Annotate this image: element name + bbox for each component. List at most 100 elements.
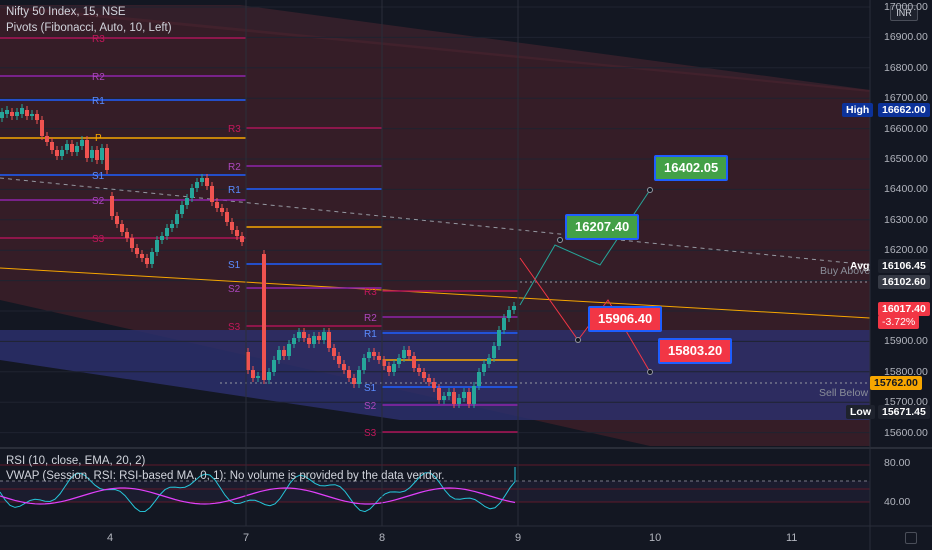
low-label: Low xyxy=(846,405,875,419)
candle-body xyxy=(215,202,219,208)
candle-body xyxy=(125,232,129,238)
svg-text:S1: S1 xyxy=(228,260,241,271)
target-callout-up-1[interactable]: 16207.40 xyxy=(565,214,640,240)
high-label: High xyxy=(842,103,874,117)
candle-body xyxy=(30,114,34,116)
candle-body xyxy=(15,112,19,116)
price-axis-label: 16500.00 xyxy=(884,153,928,165)
candle-body xyxy=(492,346,496,358)
price-axis-label: 17000.00 xyxy=(884,1,928,13)
candle-body xyxy=(312,336,316,344)
projection-point[interactable] xyxy=(557,237,563,243)
change-percent-tag: -3.72% xyxy=(878,315,920,329)
candle-body xyxy=(352,378,356,384)
pivot-label-s2: S2 xyxy=(92,196,105,207)
candle-body xyxy=(457,398,461,404)
candle-body xyxy=(322,332,326,340)
candle-body xyxy=(402,350,406,358)
price-axis-label: 15600.00 xyxy=(884,426,928,439)
candle-body xyxy=(160,236,164,240)
sell-below-label: Sell Below xyxy=(819,387,869,399)
candle-body xyxy=(115,216,119,224)
target-callout-up-2[interactable]: 16402.05 xyxy=(654,155,729,181)
candle-body xyxy=(272,360,276,372)
time-axis-label: 8 xyxy=(379,532,386,544)
candle-body xyxy=(302,332,306,338)
candle-body xyxy=(392,364,396,372)
price-axis-label: 16200.00 xyxy=(884,244,928,257)
projection-point[interactable] xyxy=(575,337,581,343)
candle-body xyxy=(230,222,234,230)
rsi-line xyxy=(0,467,516,513)
rsi-axis-label: 40.00 xyxy=(884,496,911,508)
pivots-legend[interactable]: Pivots (Fibonacci, Auto, 10, Left) xyxy=(6,22,172,34)
candle-body xyxy=(20,108,24,114)
candle-body xyxy=(477,372,481,386)
time-axis-label: 10 xyxy=(649,532,662,544)
candle-body xyxy=(497,330,501,346)
pivot-label-r1: R1 xyxy=(92,96,105,107)
svg-text:R3: R3 xyxy=(364,287,377,298)
candle-body xyxy=(267,372,271,380)
candle-body xyxy=(372,352,376,356)
price-axis-label: 16600.00 xyxy=(884,122,928,135)
projection-point[interactable] xyxy=(647,369,653,375)
price-axis-label: 15800.00 xyxy=(884,365,928,378)
candle-body xyxy=(467,392,471,404)
pivot-levels xyxy=(0,37,518,433)
orange-trendline xyxy=(0,267,871,319)
candle-body xyxy=(110,196,114,216)
rsi-pane[interactable] xyxy=(0,448,870,526)
symbol-legend[interactable]: Nifty 50 Index, 15, NSE xyxy=(6,6,126,18)
pivot-label-r2: R2 xyxy=(92,72,105,83)
candle-body xyxy=(347,370,351,378)
candle-body xyxy=(150,252,154,264)
candle-body xyxy=(130,238,134,248)
vwap-legend[interactable]: VWAP (Session, RSI: RSI-based MA, 0, 1):… xyxy=(6,470,445,482)
candle-body xyxy=(337,356,341,364)
avg-value-tag: 16106.45 xyxy=(878,259,930,273)
rsi-axis-label: 80.00 xyxy=(884,457,911,469)
projection-point[interactable] xyxy=(647,187,653,193)
candle-body xyxy=(367,352,371,358)
svg-text:R3: R3 xyxy=(228,124,241,135)
candle-body xyxy=(422,372,426,378)
svg-text:S1: S1 xyxy=(364,383,377,394)
candlestick-series[interactable] xyxy=(0,104,516,408)
candle-body xyxy=(342,364,346,370)
candle-body xyxy=(55,150,59,156)
price-axis-label: 16900.00 xyxy=(884,31,928,44)
candle-body xyxy=(256,376,260,378)
currency-button[interactable]: INR xyxy=(890,5,918,21)
pivot-label-s1: S1 xyxy=(92,171,105,182)
candle-body xyxy=(70,144,74,152)
candle-body xyxy=(262,254,266,380)
candle-body xyxy=(225,212,229,222)
target-callout-down-2[interactable]: 15803.20 xyxy=(658,338,733,364)
candle-body xyxy=(447,392,451,396)
price-axis-label: 16800.00 xyxy=(884,61,928,74)
candle-body xyxy=(140,254,144,258)
candle-body xyxy=(220,208,224,212)
candle-body xyxy=(0,112,4,118)
settings-icon[interactable] xyxy=(905,532,917,544)
candle-body xyxy=(75,146,79,152)
candle-body xyxy=(95,150,99,160)
candle-body xyxy=(210,186,214,202)
price-axis-label: 16300.00 xyxy=(884,213,928,226)
candle-body xyxy=(482,364,486,372)
candle-body xyxy=(377,356,381,360)
candle-body xyxy=(10,112,14,116)
price-axis-label: 16700.00 xyxy=(884,92,928,105)
target-callout-down-1[interactable]: 15906.40 xyxy=(588,306,663,332)
candle-body xyxy=(387,366,391,372)
candle-body xyxy=(327,332,331,348)
candle-body xyxy=(317,336,321,340)
last-price-tag: 16017.40 xyxy=(878,302,930,316)
candle-body xyxy=(35,114,39,120)
candle-body xyxy=(25,110,29,116)
rsi-legend[interactable]: RSI (10, close, EMA, 20, 2) xyxy=(6,455,146,467)
candle-body xyxy=(90,150,94,158)
